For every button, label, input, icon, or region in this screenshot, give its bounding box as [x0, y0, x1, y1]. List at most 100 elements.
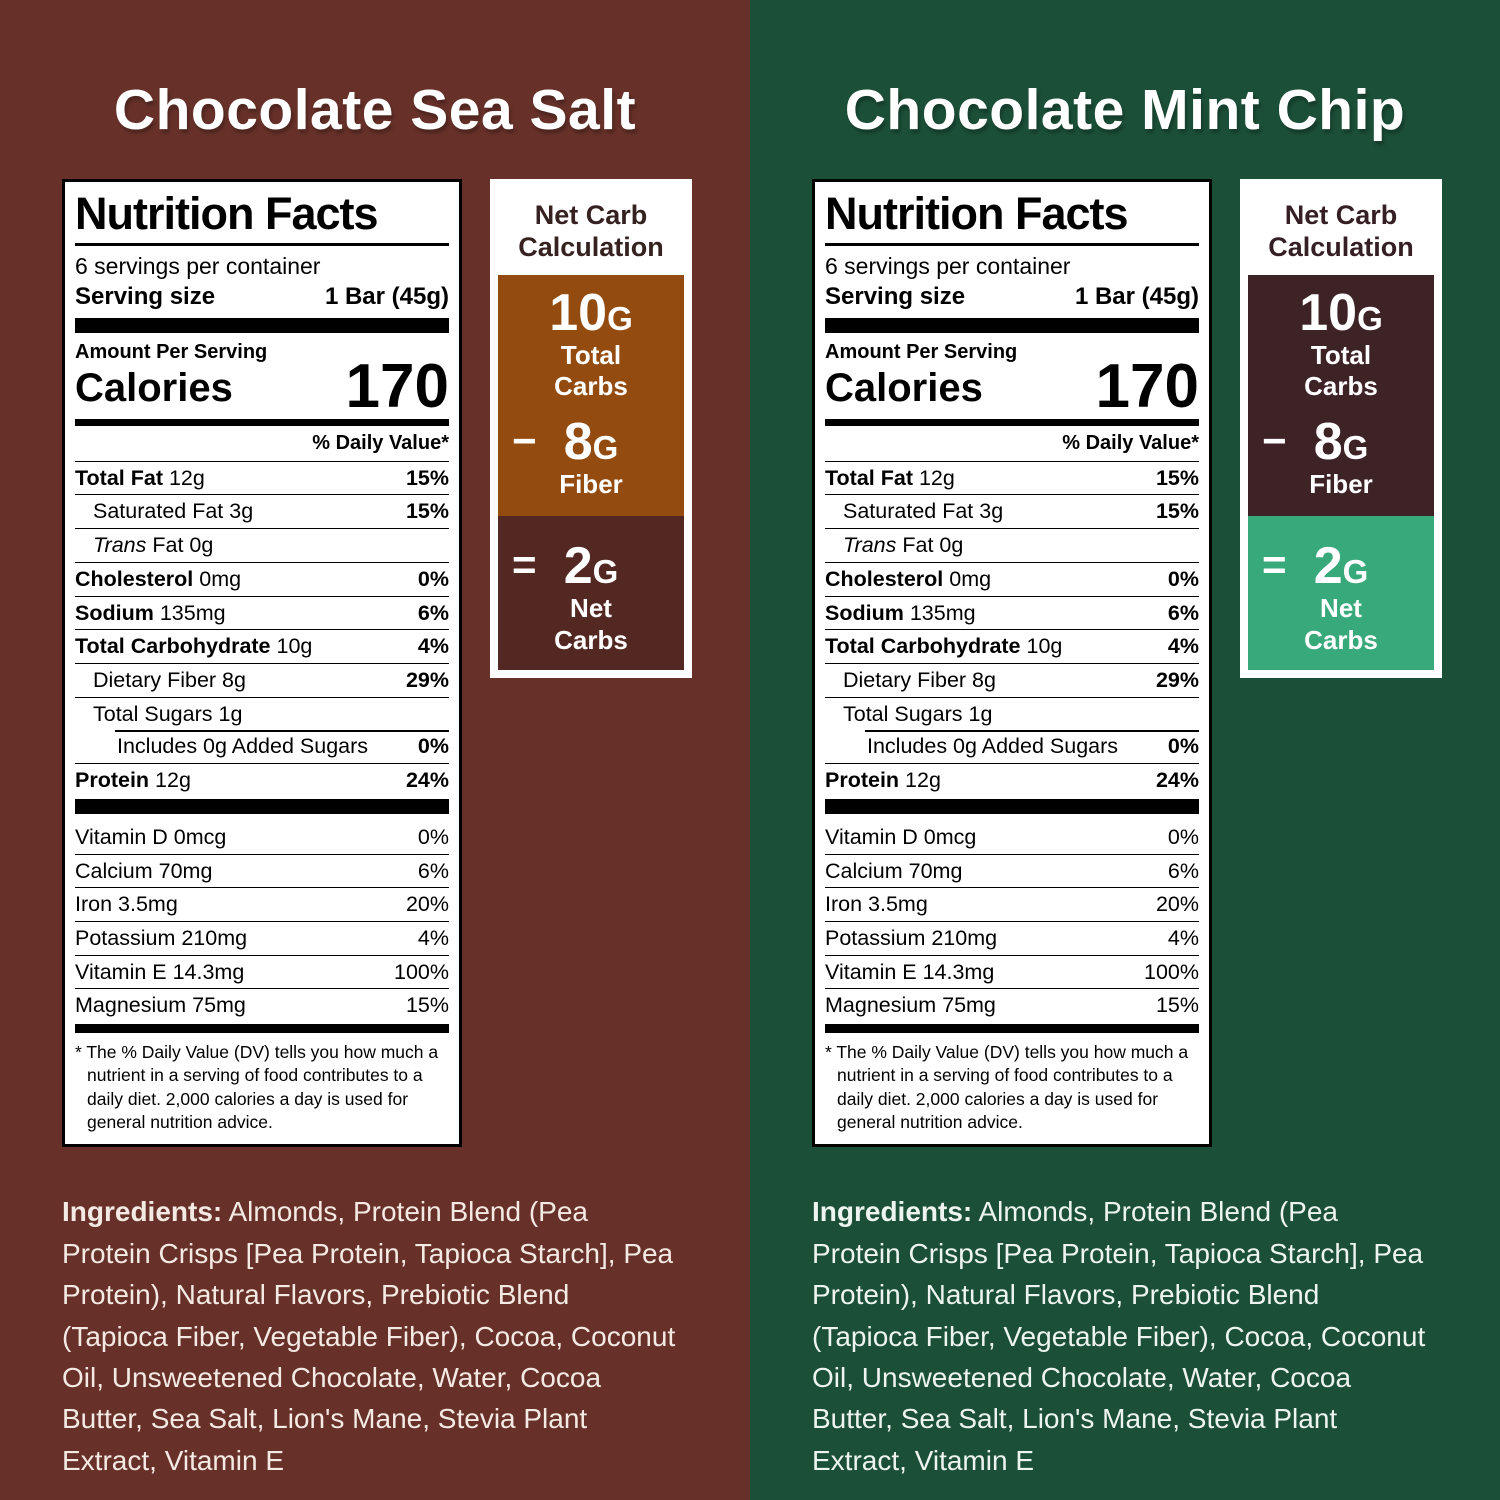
nutrient-name: Dietary Fiber 8g — [843, 667, 996, 692]
nutrient-name: Magnesium 75mg — [75, 993, 246, 1018]
nutrient-row: Magnesium 75mg 15% — [75, 988, 449, 1022]
divider-medium — [75, 418, 449, 426]
nutrient-row: Magnesium 75mg 15% — [825, 988, 1199, 1022]
nutrient-name: Cholesterol 0mg — [75, 566, 242, 591]
fiber-label: Fiber — [1309, 469, 1373, 500]
nutrient-name: Magnesium 75mg — [825, 993, 996, 1018]
daily-value-percent: 6% — [417, 600, 449, 625]
serving-size-label: Serving size — [75, 282, 216, 310]
nutrient-name: Dietary Fiber 8g — [93, 667, 246, 692]
daily-value-percent: 6% — [1167, 600, 1199, 625]
amount-per-serving-label: Amount Per Serving — [75, 340, 268, 363]
fiber-label: Fiber — [559, 469, 623, 500]
daily-value-header: % Daily Value* — [312, 431, 449, 454]
nutrient-row: Protein 12g 24% — [75, 763, 449, 797]
calories-value: 170 — [345, 351, 449, 421]
equals-sign: = — [512, 540, 537, 588]
ingredients-label: Ingredients: — [812, 1196, 973, 1228]
daily-value-percent: 15% — [405, 499, 449, 524]
total-carbs-value: 10G — [1299, 283, 1383, 342]
nutrient-name: Calcium 70mg — [75, 858, 213, 883]
nutrient-row: Potassium 210mg 4% — [825, 921, 1199, 955]
calories-label: Calories — [75, 365, 233, 410]
calories-value: 170 — [1095, 351, 1199, 421]
nutrient-row: Vitamin E 14.3mg 100% — [75, 954, 449, 989]
daily-value-percent: 20% — [1155, 892, 1199, 917]
nutrient-row: Dietary Fiber 8g 29% — [75, 662, 449, 697]
nutrient-name: Total Fat 12g — [825, 465, 955, 490]
net-carbs-label-line1: Net — [570, 593, 612, 624]
serving-size-label: Serving size — [825, 282, 966, 310]
nutrient-row: Total Fat 12g 15% — [825, 460, 1199, 495]
daily-value-percent: 0% — [1167, 734, 1199, 759]
nutrient-row: Saturated Fat 3g 15% — [75, 494, 449, 528]
nutrient-row: Includes 0g Added Sugars 0% — [825, 730, 1199, 763]
nutrient-row: Vitamin E 14.3mg 100% — [825, 954, 1199, 989]
daily-value-percent: 0% — [417, 824, 449, 849]
daily-value-percent: 15% — [405, 993, 449, 1018]
daily-value-percent: 15% — [1155, 465, 1199, 490]
daily-value-percent: 20% — [405, 892, 449, 917]
equals-sign: = — [1262, 540, 1287, 588]
nutrient-row: Vitamin D 0mcg 0% — [825, 821, 1199, 854]
nutrient-name: Potassium 210mg — [75, 926, 248, 951]
servings-per-container: 6 servings per container — [75, 253, 321, 280]
nutrient-name: Cholesterol 0mg — [825, 566, 992, 591]
net-carbs-value: = 2G — [1262, 537, 1369, 596]
nutrient-row: Includes 0g Added Sugars 0% — [75, 730, 449, 763]
net-carb-title-line2: Calculation — [518, 231, 664, 262]
daily-value-percent: 100% — [1144, 959, 1199, 984]
flavor-panel-chocolate-sea-salt: Chocolate Sea Salt Nutrition Facts 6 ser… — [0, 0, 750, 1500]
nutrient-row: Trans Fat 0g — [75, 528, 449, 562]
serving-size-value: 1 Bar (45g) — [1074, 282, 1199, 310]
daily-value-percent: 24% — [405, 768, 449, 793]
nutrient-row: Sodium 135mg 6% — [75, 595, 449, 630]
net-carbs-label-line2: Carbs — [554, 624, 628, 655]
calories-row: Calories 170 — [825, 351, 1199, 421]
net-carbs-label-line1: Net — [1320, 593, 1362, 624]
ingredients-label: Ingredients: — [62, 1196, 223, 1228]
nutrient-name: Vitamin E 14.3mg — [825, 959, 995, 984]
daily-value-percent: 15% — [405, 465, 449, 490]
daily-value-percent: 0% — [1167, 824, 1199, 849]
nutrition-facts-heading: Nutrition Facts — [825, 190, 1199, 247]
net-carb-card-title: Net Carb Calculation — [1248, 187, 1434, 275]
nutrient-name: Total Sugars 1g — [843, 701, 993, 726]
nutrient-name: Includes 0g Added Sugars — [117, 734, 369, 759]
daily-value-percent: 0% — [1167, 566, 1199, 591]
divider-thick — [825, 317, 1199, 333]
serving-size-row: Serving size 1 Bar (45g) — [75, 281, 449, 316]
daily-value-percent: 4% — [417, 634, 449, 659]
nutrient-name: Total Sugars 1g — [93, 701, 243, 726]
daily-value-footnote: * The % Daily Value (DV) tells you how m… — [825, 1042, 1189, 1132]
daily-value-percent: 0% — [417, 734, 449, 759]
fiber-value: − 8G — [512, 413, 619, 472]
nutrition-facts-label: Nutrition Facts 6 servings per container… — [812, 179, 1212, 1148]
nutrient-row: Trans Fat 0g — [825, 528, 1199, 562]
daily-value-footnote: * The % Daily Value (DV) tells you how m… — [75, 1042, 439, 1132]
nutrient-name: Vitamin E 14.3mg — [75, 959, 245, 984]
total-carbs-label-line1: Total — [560, 339, 622, 370]
daily-value-percent: 29% — [405, 667, 449, 692]
net-carb-card-title: Net Carb Calculation — [498, 187, 684, 275]
divider-large — [75, 1024, 449, 1034]
nutrient-row: Sodium 135mg 6% — [825, 595, 1199, 630]
net-carbs-value: = 2G — [512, 537, 619, 596]
nutrient-row: Calcium 70mg 6% — [75, 853, 449, 888]
nutrient-name: Vitamin D 0mcg — [75, 824, 227, 849]
daily-value-percent: 4% — [1167, 926, 1199, 951]
total-carbs-label-line2: Carbs — [1304, 370, 1378, 401]
daily-value-percent: 4% — [1167, 634, 1199, 659]
nutrient-row: Saturated Fat 3g 15% — [825, 494, 1199, 528]
nutrient-row: Total Fat 12g 15% — [75, 460, 449, 495]
nutrient-name: Protein 12g — [75, 768, 191, 793]
net-carbs-label-line2: Carbs — [1304, 624, 1378, 655]
nutrient-name: Sodium 135mg — [75, 600, 226, 625]
nutrient-row: Iron 3.5mg 20% — [75, 887, 449, 921]
nutrient-name: Calcium 70mg — [825, 858, 963, 883]
net-carb-title-line2: Calculation — [1268, 231, 1414, 262]
divider-thick — [825, 798, 1199, 814]
net-carbs-result-section: = 2G Net Carbs — [1248, 516, 1434, 670]
flavor-title: Chocolate Sea Salt — [113, 78, 637, 142]
